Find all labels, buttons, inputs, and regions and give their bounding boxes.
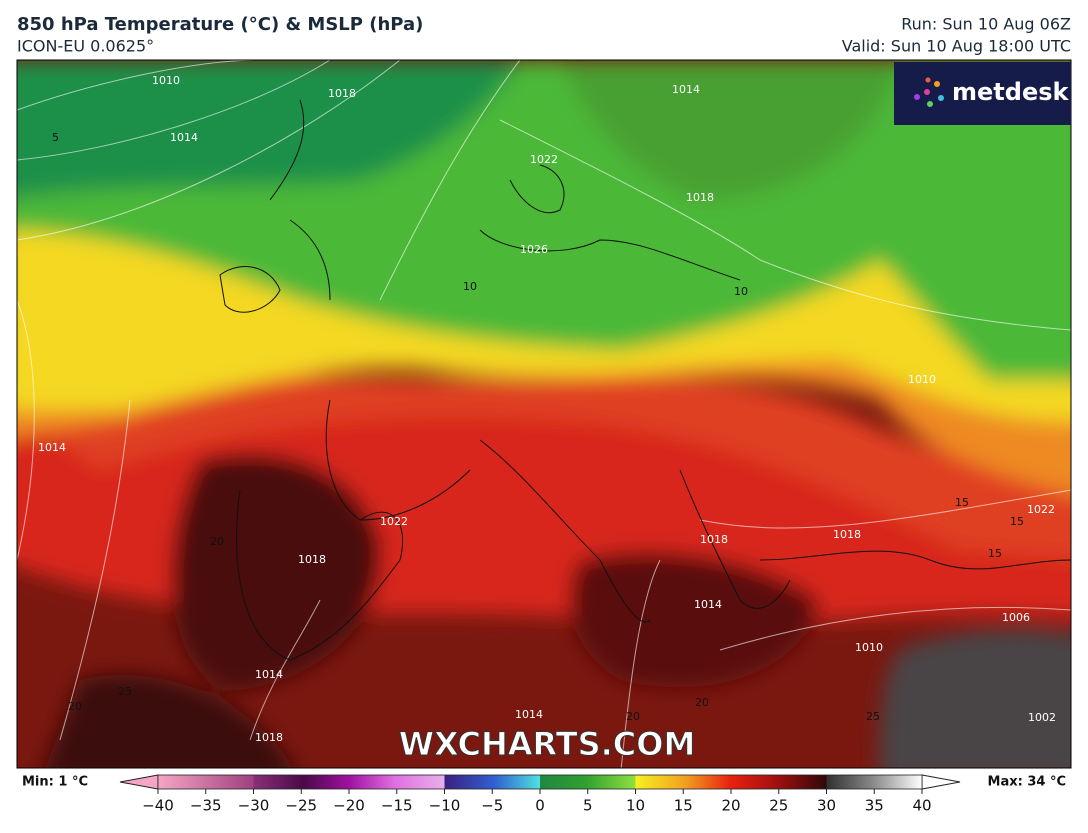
colorbar-tick-label: 15 xyxy=(674,797,693,815)
valid-time: Valid: Sun 10 Aug 18:00 UTC xyxy=(842,37,1071,56)
contour-label: 1014 xyxy=(170,131,198,144)
map: 1010 1014 5 1018 1022 1026 1014 1018 10 … xyxy=(17,60,1071,768)
colorbar-tick-label: 0 xyxy=(535,797,545,815)
contour-label: 15 xyxy=(988,547,1002,560)
contour-label: 1010 xyxy=(855,641,883,654)
logo-box xyxy=(894,62,1071,125)
contour-label: 25 xyxy=(118,685,132,698)
contour-label: 1006 xyxy=(1002,611,1030,624)
isobars xyxy=(17,60,1071,768)
contour-label: 1014 xyxy=(255,668,283,681)
contour-labels: 1010 1014 5 1018 1022 1026 1014 1018 10 … xyxy=(38,74,1056,744)
watermark: WXCHARTS.COM xyxy=(399,725,696,763)
colorbar-tick-label: −15 xyxy=(381,797,413,815)
contour-label: 25 xyxy=(866,710,880,723)
colorbar-high-arrow xyxy=(921,774,961,790)
contour-label: 10 xyxy=(734,285,748,298)
contour-label: 1014 xyxy=(38,441,66,454)
colorbar-tick-label: 30 xyxy=(817,797,836,815)
contour-label: 1014 xyxy=(672,83,700,96)
contour-label: 1018 xyxy=(833,528,861,541)
contour-label: 10 xyxy=(463,280,477,293)
contour-label: 1022 xyxy=(380,515,408,528)
contour-label: 20 xyxy=(695,696,709,709)
contour-label: 1018 xyxy=(298,553,326,566)
contour-label: 20 xyxy=(68,700,82,713)
contour-label: 1014 xyxy=(694,598,722,611)
colorbar-tick-label: −25 xyxy=(285,797,317,815)
contour-label: 1018 xyxy=(700,533,728,546)
title: 850 hPa Temperature (°C) & MSLP (hPa) xyxy=(17,14,423,35)
colorbar-tick-label: 35 xyxy=(865,797,884,815)
contour-label: 1022 xyxy=(1027,503,1055,516)
contour-label: 5 xyxy=(52,131,59,144)
contour-label: 20 xyxy=(210,535,224,548)
map-frame xyxy=(16,59,1072,769)
contour-label: 1026 xyxy=(520,243,548,256)
colorbar-tick-label: −5 xyxy=(481,797,503,815)
contour-label: 1018 xyxy=(328,87,356,100)
contour-label: 1022 xyxy=(530,153,558,166)
contour-label: 1014 xyxy=(515,708,543,721)
logo-icon xyxy=(914,77,944,107)
colorbar xyxy=(157,774,923,790)
coastlines xyxy=(219,99,1071,661)
colorbar-low-arrow xyxy=(119,774,159,790)
colorbar-tick-label: −35 xyxy=(190,797,222,815)
colorbar-tick-label: 5 xyxy=(583,797,593,815)
colorbar-tick-label: −20 xyxy=(333,797,365,815)
colorbar-tick-label: 10 xyxy=(626,797,645,815)
run-time: Run: Sun 10 Aug 06Z xyxy=(901,15,1071,34)
colorbar-tick-label: 25 xyxy=(769,797,788,815)
colorbar-ticks: −40 −35 −30 −25 −20 −15 −10 −5 0 5 10 15 20 25 30 35 40 xyxy=(142,789,932,815)
contour-label: 1018 xyxy=(255,731,283,744)
max-label: Max: 34 °C xyxy=(988,775,1066,790)
contour-label: 15 xyxy=(1010,515,1024,528)
contour-label: 1010 xyxy=(908,373,936,386)
contour-label: 15 xyxy=(955,496,969,509)
colorbar-tick-label: 40 xyxy=(912,797,931,815)
contour-label: 1002 xyxy=(1028,711,1056,724)
colorbar-tick-label: −10 xyxy=(429,797,461,815)
min-label: Min: 1 °C xyxy=(22,775,88,790)
subtitle: ICON-EU 0.0625° xyxy=(17,37,154,56)
contour-label: 1010 xyxy=(152,74,180,87)
colorbar-tick-label: 20 xyxy=(721,797,740,815)
colorbar-tick-label: −30 xyxy=(238,797,270,815)
contour-label: 1018 xyxy=(686,191,714,204)
contour-label: 20 xyxy=(626,710,640,723)
colorbar-tick-label: −40 xyxy=(142,797,174,815)
logo-text: metdesk xyxy=(952,78,1070,106)
